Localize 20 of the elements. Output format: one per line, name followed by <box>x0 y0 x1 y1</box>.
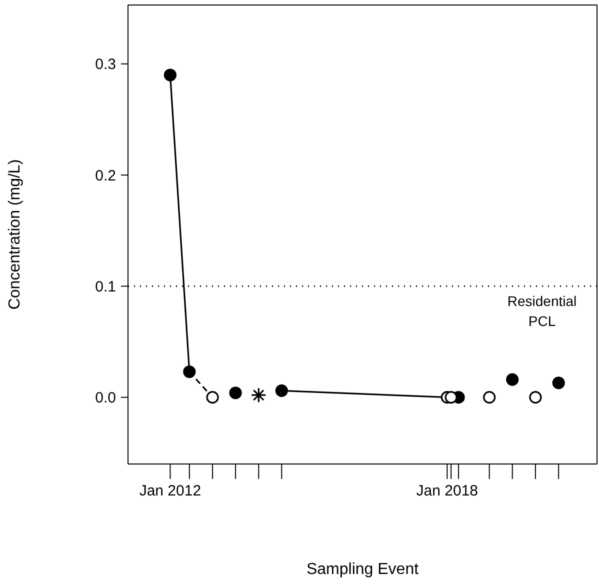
y-tick-label: 0.2 <box>95 167 116 184</box>
point <box>552 376 565 390</box>
point <box>206 391 219 404</box>
y-tick-label: 0.3 <box>95 56 116 74</box>
point <box>250 387 266 403</box>
point <box>275 384 288 397</box>
y-tick-label: 0.1 <box>95 278 116 296</box>
point <box>483 391 496 404</box>
point <box>183 365 196 378</box>
y-axis-title: Concentration (mg/L) <box>6 159 24 310</box>
ref-line-label: Residential PCL <box>507 293 577 330</box>
point <box>164 68 176 82</box>
x-tick-label: Jan 2018 <box>416 482 478 500</box>
y-tick-label: 0.0 <box>95 390 116 407</box>
x-axis-title: Sampling Event <box>306 561 420 578</box>
point <box>506 373 519 386</box>
point <box>229 386 242 400</box>
point <box>529 391 542 404</box>
x-tick-label: Jan 2012 <box>139 482 202 500</box>
point <box>444 391 458 404</box>
